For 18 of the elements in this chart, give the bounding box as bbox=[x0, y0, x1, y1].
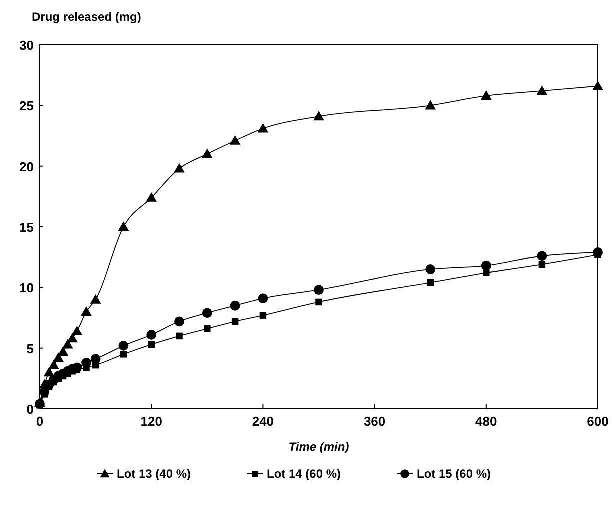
y-tick-label: 10 bbox=[20, 280, 34, 296]
y-tick-label: 30 bbox=[20, 38, 34, 53]
x-tick-label: 360 bbox=[364, 414, 386, 429]
y-tick-label: 5 bbox=[26, 341, 34, 356]
legend-label: Lot 15 (60 %) bbox=[417, 467, 492, 481]
legend-label: Lot 13 (40 %) bbox=[117, 467, 192, 481]
y-axis-title: Drug released (mg) bbox=[32, 10, 142, 24]
x-tick-label: 480 bbox=[476, 414, 498, 429]
x-tick-label: 0 bbox=[36, 414, 44, 429]
y-tick-label: 0 bbox=[26, 402, 34, 417]
y-tick-label: 20 bbox=[20, 159, 34, 174]
x-tick-label: 240 bbox=[252, 414, 274, 429]
y-tick-label: 15 bbox=[20, 220, 34, 235]
x-tick-label: 120 bbox=[140, 414, 162, 429]
legend-label: Lot 14 (60 %) bbox=[267, 467, 342, 481]
x-axis-title: Time (min) bbox=[288, 440, 350, 454]
x-tick-label: 600 bbox=[587, 414, 609, 429]
y-tick-label: 25 bbox=[20, 98, 34, 114]
